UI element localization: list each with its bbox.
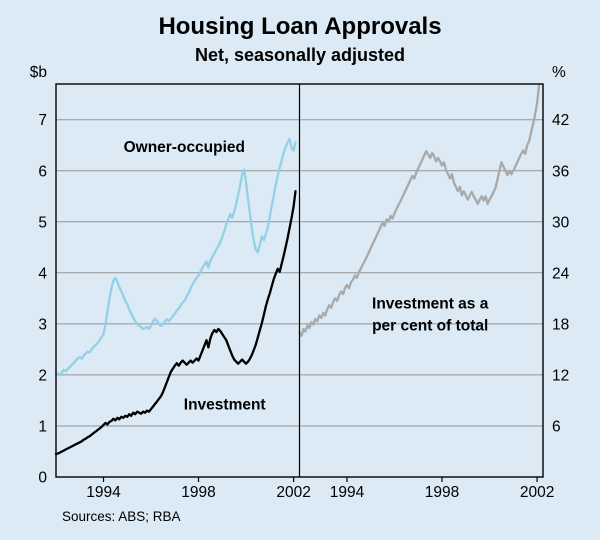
axis-unit-label: % <box>552 64 566 81</box>
y-tick-label: 18 <box>552 316 569 333</box>
x-tick-label: 1998 <box>181 484 215 501</box>
chart-subtitle: Net, seasonally adjusted <box>195 45 405 65</box>
series-line-investment-as-a-per-cent-of-total <box>298 84 541 337</box>
y-tick-label: 2 <box>38 367 47 384</box>
sources-note: Sources: ABS; RBA <box>62 509 181 524</box>
y-tick-label: 7 <box>38 112 47 129</box>
y-tick-label: 0 <box>38 470 47 487</box>
x-tick-label: 1994 <box>86 484 121 501</box>
y-tick-label: 3 <box>38 316 47 333</box>
y-tick-label: 12 <box>552 367 569 384</box>
series-label: per cent of total <box>372 318 488 335</box>
y-tick-label: 36 <box>552 163 569 180</box>
series-label: Investment as a <box>372 296 489 313</box>
y-tick-label: 42 <box>552 112 569 129</box>
y-tick-label: 4 <box>38 265 47 282</box>
axis-unit-label: $b <box>30 64 47 81</box>
x-tick-label: 2002 <box>520 484 554 501</box>
y-tick-label: 30 <box>552 214 570 231</box>
series-line-owner-occupied <box>54 137 297 377</box>
y-tick-label: 6 <box>552 419 561 436</box>
y-tick-label: 24 <box>552 265 570 282</box>
y-tick-label: 6 <box>38 163 47 180</box>
x-tick-label: 1998 <box>425 484 459 501</box>
series-label: Owner-occupied <box>124 139 245 156</box>
x-tick-label: 2002 <box>276 484 310 501</box>
chart-title: Housing Loan Approvals <box>158 13 441 40</box>
y-tick-label: 1 <box>38 419 47 436</box>
x-tick-label: 1994 <box>330 484 365 501</box>
y-tick-label: 5 <box>38 214 47 231</box>
series-line-investment <box>54 190 297 456</box>
series-label: Investment <box>184 397 266 414</box>
